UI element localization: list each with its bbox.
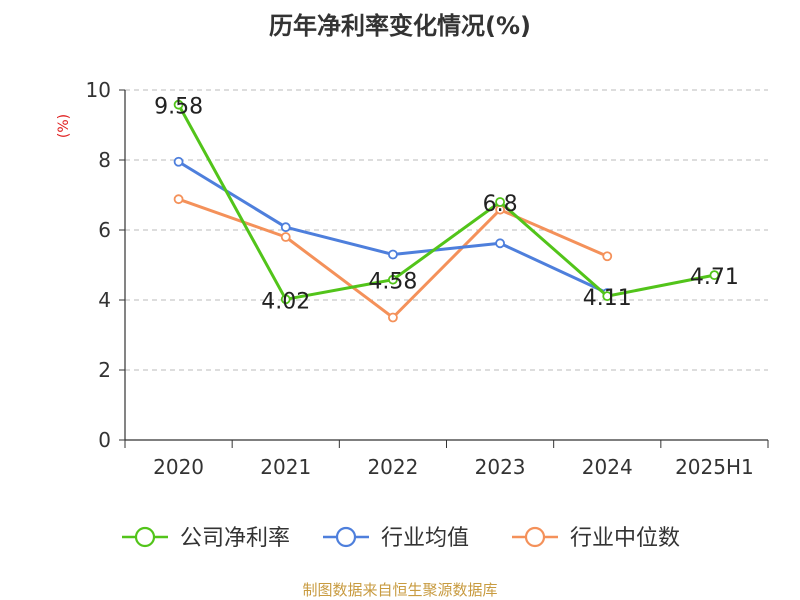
data-point[interactable] (602, 291, 613, 302)
data-point[interactable] (602, 251, 613, 262)
data-labels: 9.58 4.02 4.58 6.8 4.11 4.71 (154, 95, 739, 315)
data-point[interactable] (280, 222, 291, 233)
y-tick-label: 10 (86, 78, 111, 102)
x-tick-label: 2023 (475, 455, 526, 479)
y-tick-label: 6 (98, 218, 111, 242)
data-point[interactable] (280, 232, 291, 242)
y-tick-label: 8 (98, 148, 111, 172)
data-point[interactable] (388, 274, 398, 285)
grid-lines (125, 89, 768, 371)
series-lines (173, 99, 720, 323)
data-point[interactable] (388, 249, 398, 260)
x-tick-label: 2022 (367, 455, 418, 479)
legend-label: 公司净利率 (180, 526, 290, 551)
series-2 (173, 194, 613, 323)
legend[interactable]: 公司净利率 行业均值 行业中位数 (122, 526, 680, 551)
axes: 0 2 4 6 8 10 2020 2021 2022 2023 2024 2025H1 (86, 78, 769, 479)
legend-item-2[interactable]: 行业中位数 (512, 526, 680, 551)
y-tick-label: 4 (98, 288, 111, 312)
data-label: 4.58 (368, 270, 417, 295)
data-label: 6.8 (483, 192, 518, 217)
source-note: 制图数据来自恒生聚源数据库 (302, 581, 497, 599)
data-point[interactable] (388, 312, 398, 323)
y-axis-label: (%) (56, 114, 72, 138)
data-point[interactable] (173, 156, 184, 167)
data-label: 4.11 (583, 286, 632, 311)
legend-label: 行业中位数 (570, 526, 680, 551)
legend-item-1[interactable]: 行业均值 (323, 526, 469, 551)
legend-marker-icon (134, 526, 156, 548)
y-tick-label: 0 (98, 428, 111, 452)
data-label: 4.02 (261, 289, 310, 314)
chart-title: 历年净利率变化情况(%) (269, 12, 531, 40)
series-line (177, 103, 715, 301)
data-point[interactable] (709, 270, 720, 281)
legend-item-0[interactable]: 公司净利率 (122, 526, 290, 551)
y-tick-label: 2 (98, 358, 111, 382)
data-point[interactable] (495, 238, 505, 249)
x-tick-label: 2024 (582, 455, 633, 479)
data-point[interactable] (173, 99, 184, 110)
data-point[interactable] (495, 197, 505, 207)
legend-marker-icon (524, 526, 546, 548)
data-label: 9.58 (154, 95, 203, 120)
series-0 (173, 99, 720, 305)
legend-marker-icon (335, 526, 357, 548)
x-tick-label: 2025H1 (675, 455, 754, 479)
x-tick-label: 2020 (153, 455, 204, 479)
legend-label: 行业均值 (381, 526, 469, 551)
data-point[interactable] (173, 194, 184, 205)
x-tick-label: 2021 (260, 455, 311, 479)
data-label: 4.71 (690, 265, 739, 290)
data-point[interactable] (280, 294, 291, 305)
